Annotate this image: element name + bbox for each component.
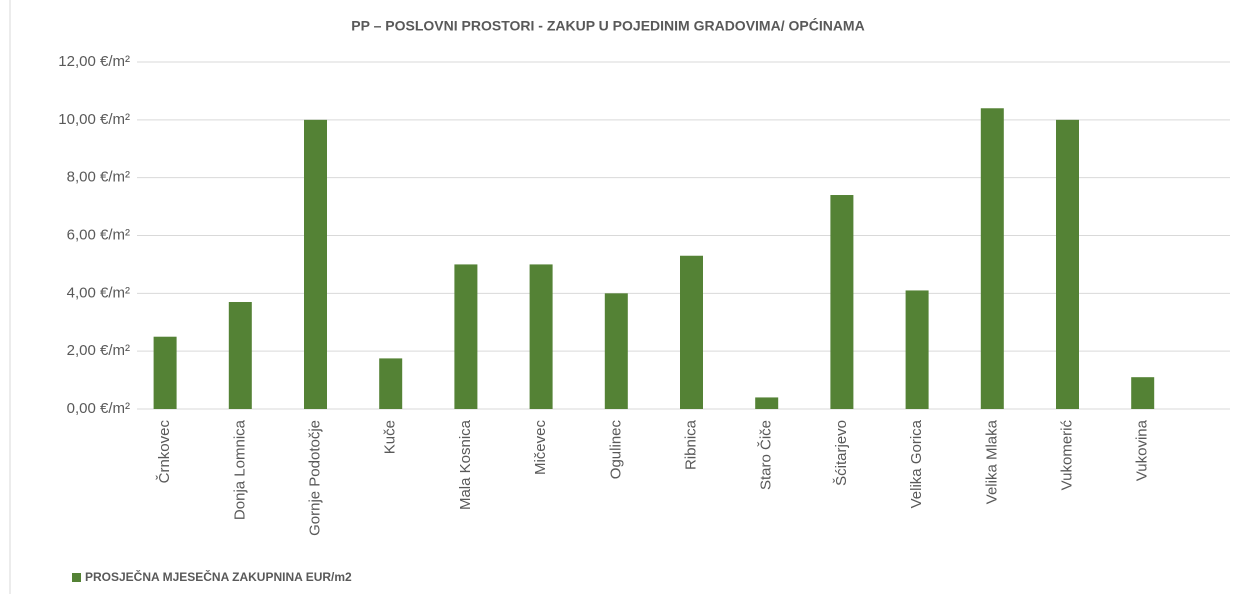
x-tick-label: Mala Kosnica bbox=[457, 419, 474, 510]
bar bbox=[153, 336, 177, 409]
legend-label: PROSJEČNA MJESEČNA ZAKUPNINA EUR/m2 bbox=[85, 569, 352, 584]
x-tick-label: Mičevec bbox=[532, 420, 549, 476]
bar bbox=[680, 255, 703, 409]
y-tick-label: 2,00 €/m² bbox=[67, 342, 130, 359]
x-tick-label: Črnkovec bbox=[156, 420, 173, 484]
x-tick-label: Donja Lomnica bbox=[231, 419, 248, 520]
bar bbox=[304, 119, 327, 409]
bar bbox=[228, 302, 252, 409]
x-tick-label: Velika Mlaka bbox=[983, 419, 1000, 504]
y-tick-label: 0,00 €/m² bbox=[67, 400, 130, 417]
legend-swatch bbox=[72, 573, 81, 582]
x-tick-label: Gornje Podotočje bbox=[306, 420, 323, 536]
x-tick-label: Velika Gorica bbox=[908, 419, 925, 508]
x-tick-label: Ogulinec bbox=[607, 420, 624, 480]
bar bbox=[379, 358, 403, 409]
bar bbox=[529, 264, 553, 409]
bar bbox=[905, 290, 929, 409]
y-tick-label: 12,00 €/m² bbox=[58, 53, 130, 70]
bar bbox=[755, 397, 779, 409]
bar bbox=[454, 264, 478, 409]
bar bbox=[980, 108, 1004, 410]
bar bbox=[830, 195, 854, 409]
x-tick-label: Staro Čiče bbox=[758, 420, 775, 490]
y-tick-label: 6,00 €/m² bbox=[67, 226, 130, 243]
x-tick-label: Vukomerić bbox=[1058, 420, 1075, 491]
x-tick-label: Vukovina bbox=[1134, 419, 1151, 481]
y-tick-label: 8,00 €/m² bbox=[67, 169, 130, 186]
x-tick-label: Šćitarjevo bbox=[833, 420, 850, 486]
x-tick-label: Kuče bbox=[382, 420, 399, 454]
chart-title: PP – POSLOVNI PROSTORI - ZAKUP U POJEDIN… bbox=[351, 17, 864, 34]
y-tick-label: 10,00 €/m² bbox=[58, 111, 130, 128]
bar bbox=[604, 293, 628, 409]
y-tick-label: 4,00 €/m² bbox=[67, 284, 130, 301]
x-tick-label: Ribnica bbox=[682, 419, 699, 470]
bar bbox=[1056, 119, 1079, 409]
bar bbox=[1131, 377, 1155, 409]
